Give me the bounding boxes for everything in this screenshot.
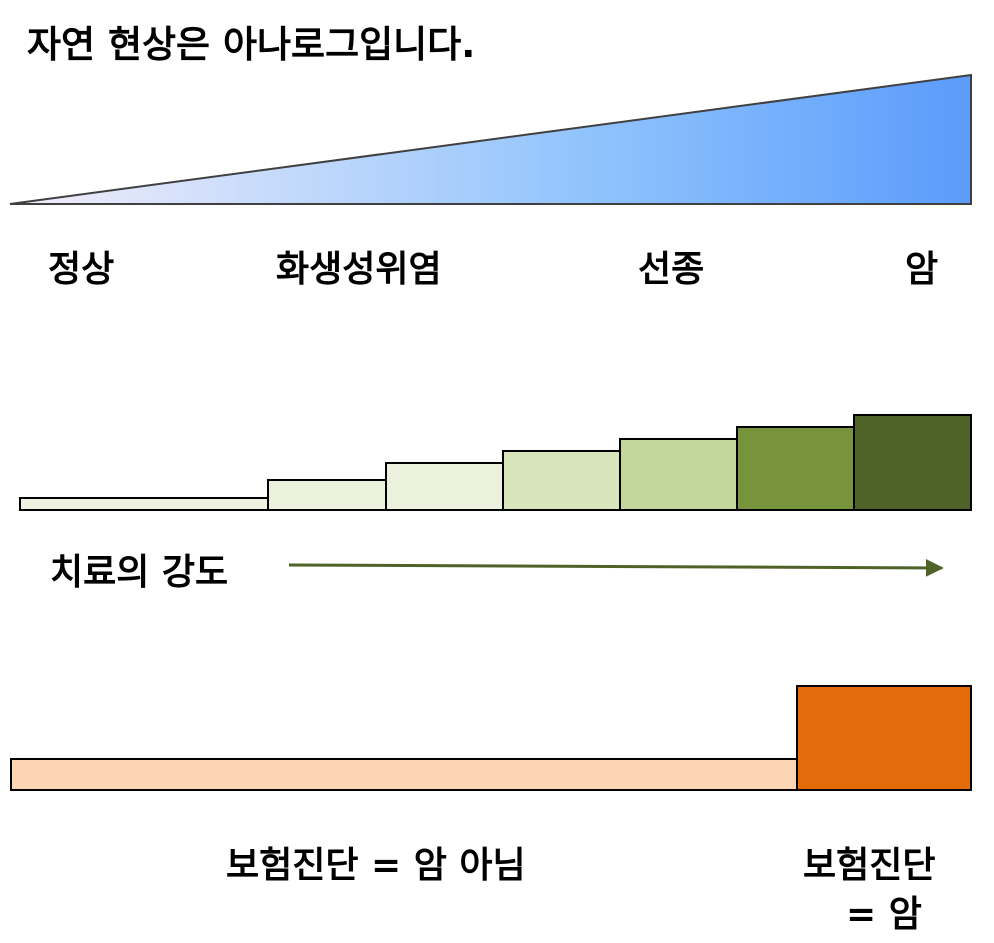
treatment-intensity-label: 치료의 강도 <box>50 552 229 593</box>
stage-label-metaplastic-gastritis: 화생성위염 <box>276 249 442 290</box>
cancer-label-line1: 보험진단 <box>803 845 936 886</box>
stage-label-cancer: 암 <box>905 249 939 290</box>
stage-label-adenoma: 선종 <box>638 249 705 290</box>
treatment-arrow <box>288 558 944 577</box>
stage-label-normal: 정상 <box>48 249 115 290</box>
not-cancer-label: 보험진단 = 암 아님 <box>226 845 526 886</box>
cancer-bar <box>796 685 972 791</box>
treatment-step-1 <box>19 497 269 511</box>
treatment-step-3 <box>385 462 504 511</box>
not-cancer-bar <box>10 758 798 791</box>
page-title: 자연 현상은 아나로그입니다. <box>27 23 476 66</box>
treatment-step-6 <box>736 426 855 511</box>
analog-spectrum-wedge <box>9 73 972 205</box>
treatment-step-5 <box>619 438 738 511</box>
cancer-label-line2: = 암 <box>846 894 922 935</box>
treatment-step-7 <box>853 414 972 511</box>
treatment-step-2 <box>267 479 387 511</box>
treatment-steps <box>19 414 972 511</box>
treatment-step-4 <box>502 450 621 511</box>
